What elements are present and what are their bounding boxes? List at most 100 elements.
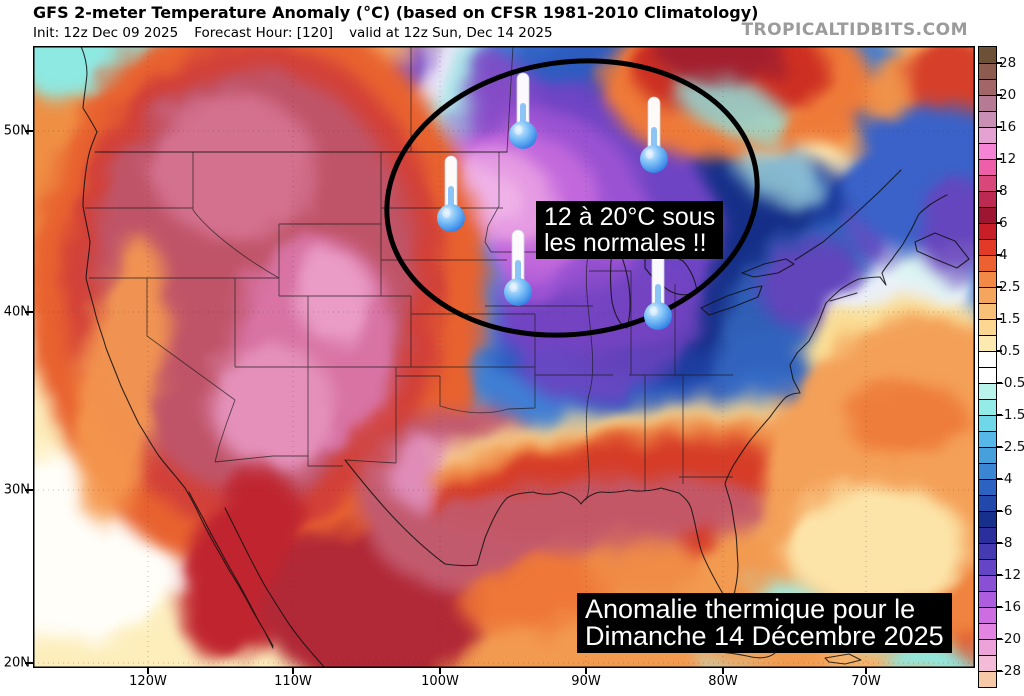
colorbar-segment bbox=[979, 591, 996, 607]
colorbar-segment bbox=[979, 655, 996, 671]
colorbar-segment bbox=[979, 303, 996, 319]
colorbar-tick bbox=[996, 286, 1002, 288]
colorbar-segment bbox=[979, 639, 996, 655]
graticule bbox=[33, 46, 975, 668]
colorbar-tick bbox=[996, 126, 1002, 128]
colorbar-label: 16 bbox=[999, 119, 1017, 135]
lon-label: 120W bbox=[129, 674, 167, 689]
colorbar-label: 12 bbox=[999, 151, 1017, 167]
colorbar-tick bbox=[996, 158, 1002, 160]
colorbar-label: 6 bbox=[999, 215, 1008, 231]
colorbar-segment bbox=[979, 239, 996, 255]
lon-tick bbox=[292, 668, 294, 674]
colorbar-segment bbox=[979, 143, 996, 159]
lon-tick bbox=[439, 668, 441, 674]
colorbar-tick bbox=[996, 382, 1002, 384]
colorbar-label: -6 bbox=[999, 503, 1013, 519]
colorbar-tick bbox=[996, 606, 1002, 608]
colorbar-segment bbox=[979, 191, 996, 207]
lat-tick bbox=[25, 489, 33, 491]
lon-label: 110W bbox=[274, 674, 312, 689]
colorbar-segment bbox=[979, 447, 996, 463]
anomaly-field bbox=[33, 46, 975, 668]
state-borders bbox=[85, 46, 733, 501]
lon-tick bbox=[147, 668, 149, 674]
colorbar-segment bbox=[979, 543, 996, 559]
colorbar-tick bbox=[996, 510, 1002, 512]
lon-tick bbox=[585, 668, 587, 674]
colorbar-segment bbox=[979, 415, 996, 431]
colorbar-segment bbox=[979, 223, 996, 239]
colorbar-label: -12 bbox=[999, 567, 1022, 583]
colorbar-label: 8 bbox=[999, 183, 1008, 199]
colorbar-segment bbox=[979, 495, 996, 511]
valid-time: valid at 12z Sun, Dec 14 2025 bbox=[349, 25, 553, 41]
geography-borders bbox=[80, 46, 970, 668]
colorbar-segment bbox=[979, 47, 996, 63]
colorbar-tick bbox=[996, 478, 1002, 480]
cold-callout-line2: les normales !! bbox=[544, 229, 707, 257]
colorbar-segment bbox=[979, 159, 996, 175]
colorbar-tick bbox=[996, 542, 1002, 544]
colorbar-segment bbox=[979, 127, 996, 143]
colorbar-tick bbox=[996, 190, 1002, 192]
colorbar-segment bbox=[979, 175, 996, 191]
colorbar-label: -4 bbox=[999, 471, 1013, 487]
colorbar-segment bbox=[979, 63, 996, 79]
colorbar-segment bbox=[979, 351, 996, 367]
lat-label: 20N bbox=[3, 655, 30, 671]
lon-label: 100W bbox=[421, 674, 459, 689]
colorbar-tick bbox=[996, 670, 1002, 672]
colorbar-segment bbox=[979, 335, 996, 351]
colorbar-segment bbox=[979, 111, 996, 127]
lon-tick bbox=[865, 668, 867, 674]
colorbar-segment bbox=[979, 271, 996, 287]
colorbar-tick bbox=[996, 62, 1002, 64]
colorbar-tick bbox=[996, 222, 1002, 224]
colorbar-tick bbox=[996, 94, 1002, 96]
cold-anomaly-callout: 12 à 20°C sous les normales !! bbox=[536, 201, 724, 259]
colorbar-label: -20 bbox=[999, 631, 1022, 647]
caption-line1: Anomalie thermique pour le bbox=[585, 594, 916, 624]
lat-tick bbox=[25, 130, 33, 132]
lat-tick bbox=[25, 662, 33, 664]
colorbar-tick bbox=[996, 318, 1002, 320]
colorbar-segment bbox=[979, 479, 996, 495]
lon-label: 80W bbox=[708, 674, 738, 689]
colorbar-segment bbox=[979, 527, 996, 543]
colorbar-segment bbox=[979, 383, 996, 399]
colorbar bbox=[978, 46, 997, 688]
colorbar-label: 2.5 bbox=[999, 279, 1021, 295]
colorbar-label: 1.5 bbox=[999, 311, 1021, 327]
colorbar-segment bbox=[979, 511, 996, 527]
colorbar-label: -28 bbox=[999, 663, 1022, 679]
colorbar-segment bbox=[979, 79, 996, 95]
colorbar-label: -0.5 bbox=[999, 375, 1024, 391]
colorbar-label: -16 bbox=[999, 599, 1022, 615]
colorbar-segment bbox=[979, 319, 996, 335]
colorbar-label: -2.5 bbox=[999, 439, 1024, 455]
colorbar-segment bbox=[979, 95, 996, 111]
lat-label: 40N bbox=[3, 304, 30, 320]
cold-callout-line1: 12 à 20°C sous bbox=[544, 203, 716, 231]
lon-label: 90W bbox=[571, 674, 601, 689]
colorbar-segment bbox=[979, 671, 996, 687]
page-title: GFS 2-meter Temperature Anomaly (°C) (ba… bbox=[33, 3, 759, 22]
highlight-ellipse bbox=[384, 58, 760, 338]
colorbar-tick bbox=[996, 638, 1002, 640]
forecast-hour: Forecast Hour: [120] bbox=[194, 25, 334, 41]
colorbar-segment bbox=[979, 607, 996, 623]
colorbar-segment bbox=[979, 623, 996, 639]
lat-label: 50N bbox=[3, 123, 30, 139]
colorbar-segment bbox=[979, 399, 996, 415]
colorbar-segment bbox=[979, 463, 996, 479]
map-border bbox=[33, 46, 975, 668]
date-caption: Anomalie thermique pour le Dimanche 14 D… bbox=[577, 593, 952, 653]
colorbar-segment bbox=[979, 255, 996, 271]
colorbar-segment bbox=[979, 575, 996, 591]
caption-line2: Dimanche 14 Décembre 2025 bbox=[585, 621, 944, 651]
colorbar-label: 0.5 bbox=[999, 343, 1021, 359]
colorbar-segment bbox=[979, 431, 996, 447]
colorbar-label: -8 bbox=[999, 535, 1013, 551]
